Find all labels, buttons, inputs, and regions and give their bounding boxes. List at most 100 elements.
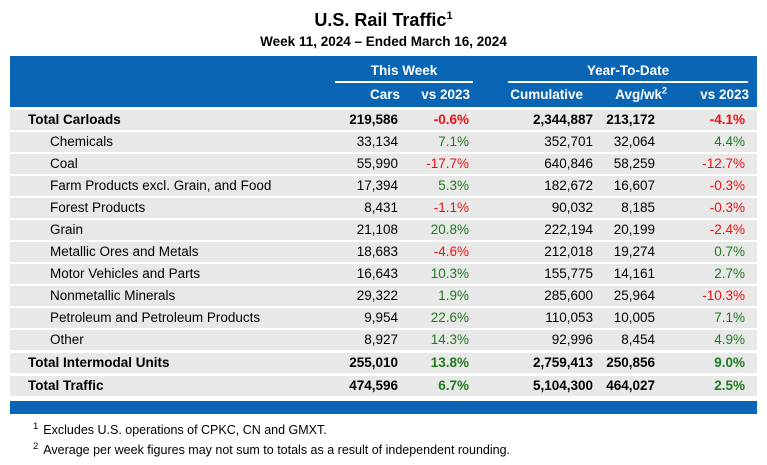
avg-per-week-value: 213,172	[606, 112, 655, 127]
column-header-ytd-vs-2023: vs 2023	[700, 87, 749, 102]
table-row: Nonmetallic Minerals 29,322 1.9% 285,600…	[10, 286, 757, 306]
title-footnote-marker: 1	[446, 10, 453, 22]
page-subtitle: Week 11, 2024 – Ended March 16, 2024	[260, 34, 507, 49]
cumulative-value: 2,344,887	[532, 112, 593, 127]
row-label: Forest Products	[50, 200, 146, 215]
avg-per-week-value: 32,064	[613, 134, 655, 149]
row-label: Petroleum and Petroleum Products	[50, 310, 261, 325]
row-label: Other	[50, 332, 84, 347]
column-header-cars: Cars	[369, 87, 400, 102]
column-header-cumulative: Cumulative	[510, 87, 583, 102]
week-vs-2023-value: 10.3%	[430, 266, 469, 281]
table-row: Other 8,927 14.3% 92,996 8,454 4.9%	[10, 330, 757, 350]
column-header-row: Cars vs 2023 Cumulative Avg/wk2 vs 2023	[10, 83, 757, 107]
ytd-vs-2023-value: -4.1%	[709, 112, 745, 127]
week-vs-2023-value: 7.1%	[438, 134, 469, 149]
avg-per-week-value: 14,161	[613, 266, 655, 281]
row-label: Motor Vehicles and Parts	[50, 266, 201, 281]
table-row: Petroleum and Petroleum Products 9,954 2…	[10, 308, 757, 328]
avg-per-week-value: 19,274	[613, 244, 655, 259]
avg-per-week-label: Avg/wk	[615, 87, 662, 102]
footnote-2-marker: 2	[33, 440, 39, 452]
week-vs-2023-value: 6.7%	[438, 378, 469, 393]
footnote-1: 1 Excludes U.S. operations of CPKC, CN an…	[33, 420, 757, 440]
page-title-text: U.S. Rail Traffic	[314, 10, 447, 30]
table-row: Total Traffic 474,596 6.7% 5,104,300 464…	[10, 376, 757, 396]
table-row: Chemicals 33,134 7.1% 352,701 32,064 4.4…	[10, 132, 757, 152]
table-row: Farm Products excl. Grain, and Food 17,3…	[10, 176, 757, 196]
cumulative-value: 182,672	[544, 178, 593, 193]
table-row: Coal 55,990 -17.7% 640,846 58,259 -12.7%	[10, 154, 757, 174]
cumulative-value: 285,600	[544, 288, 593, 303]
cumulative-value: 640,846	[544, 156, 593, 171]
row-label: Farm Products excl. Grain, and Food	[50, 178, 272, 193]
cumulative-value: 155,775	[544, 266, 593, 281]
cars-value: 18,683	[356, 244, 398, 259]
week-vs-2023-value: -17.7%	[426, 156, 469, 171]
cars-value: 9,954	[364, 310, 398, 325]
cumulative-value: 90,032	[551, 200, 593, 215]
row-label: Nonmetallic Minerals	[50, 288, 176, 303]
avg-per-week-value: 16,607	[613, 178, 655, 193]
cumulative-value: 92,996	[551, 332, 593, 347]
table-row: Total Carloads 219,586 -0.6% 2,344,887 2…	[10, 110, 757, 130]
column-group-this-week: This Week	[335, 61, 473, 83]
cars-value: 219,586	[349, 112, 398, 127]
footnote-1-marker: 1	[33, 420, 39, 432]
cumulative-value: 5,104,300	[532, 378, 593, 393]
footnotes: 1 Excludes U.S. operations of CPKC, CN an…	[33, 420, 757, 460]
table-row: Metallic Ores and Metals 18,683 -4.6% 21…	[10, 242, 757, 262]
row-label: Chemicals	[50, 134, 114, 149]
column-header-avg-per-week: Avg/wk2	[597, 83, 671, 107]
week-vs-2023-value: 13.8%	[430, 355, 469, 370]
avg-per-week-footnote-marker: 2	[661, 85, 667, 96]
avg-per-week-value: 464,027	[606, 378, 655, 393]
row-label: Metallic Ores and Metals	[50, 244, 199, 259]
header-spacer	[10, 61, 335, 83]
avg-per-week-value: 58,259	[613, 156, 655, 171]
ytd-vs-2023-value: 2.7%	[714, 266, 745, 281]
page-title: U.S. Rail Traffic1	[0, 0, 767, 31]
ytd-vs-2023-value: -0.3%	[709, 200, 745, 215]
avg-per-week-value: 8,454	[621, 332, 655, 347]
footnote-2-text: Average per week figures may not sum to …	[43, 443, 511, 457]
cumulative-value: 110,053	[545, 310, 593, 325]
bottom-bar	[10, 401, 757, 414]
table-header: This Week Year-To-Date Cars vs 2023 Cumu…	[10, 56, 757, 107]
ytd-vs-2023-value: 4.9%	[714, 332, 745, 347]
cars-value: 474,596	[349, 378, 398, 393]
table-body: Total Carloads 219,586 -0.6% 2,344,887 2…	[10, 110, 757, 396]
column-group-year-to-date-label: Year-To-Date	[586, 63, 670, 78]
week-vs-2023-value: -0.6%	[433, 112, 469, 127]
column-header-category	[10, 83, 330, 107]
cumulative-value: 352,701	[544, 134, 593, 149]
ytd-vs-2023-value: 4.4%	[714, 134, 745, 149]
ytd-vs-2023-value: -10.3%	[702, 288, 745, 303]
cars-value: 8,431	[364, 200, 398, 215]
cars-value: 21,108	[356, 222, 398, 237]
ytd-vs-2023-value: -2.4%	[709, 222, 745, 237]
ytd-vs-2023-value: 9.0%	[714, 355, 745, 370]
footnote-2: 2 Average per week figures may not sum to…	[33, 440, 757, 460]
cumulative-value: 212,018	[544, 244, 593, 259]
avg-per-week-value: 250,856	[606, 355, 655, 370]
avg-per-week-value: 10,005	[613, 310, 655, 325]
cars-value: 8,927	[364, 332, 398, 347]
week-vs-2023-value: -4.6%	[433, 244, 469, 259]
column-group-row: This Week Year-To-Date	[10, 61, 757, 83]
week-vs-2023-value: 1.9%	[438, 288, 469, 303]
table-row: Forest Products 8,431 -1.1% 90,032 8,185…	[10, 198, 757, 218]
week-vs-2023-value: 20.8%	[430, 222, 469, 237]
week-vs-2023-value: 14.3%	[430, 332, 469, 347]
ytd-vs-2023-value: -0.3%	[709, 178, 745, 193]
column-header-week-vs-2023: vs 2023	[421, 87, 470, 102]
row-label: Grain	[50, 222, 84, 237]
row-label: Total Intermodal Units	[28, 355, 170, 370]
row-label: Total Traffic	[28, 378, 104, 393]
cars-value: 33,134	[356, 134, 398, 149]
header-group-gap	[473, 61, 508, 83]
column-group-this-week-label: This Week	[370, 63, 438, 78]
row-label: Coal	[50, 156, 78, 171]
cars-value: 55,990	[356, 156, 398, 171]
